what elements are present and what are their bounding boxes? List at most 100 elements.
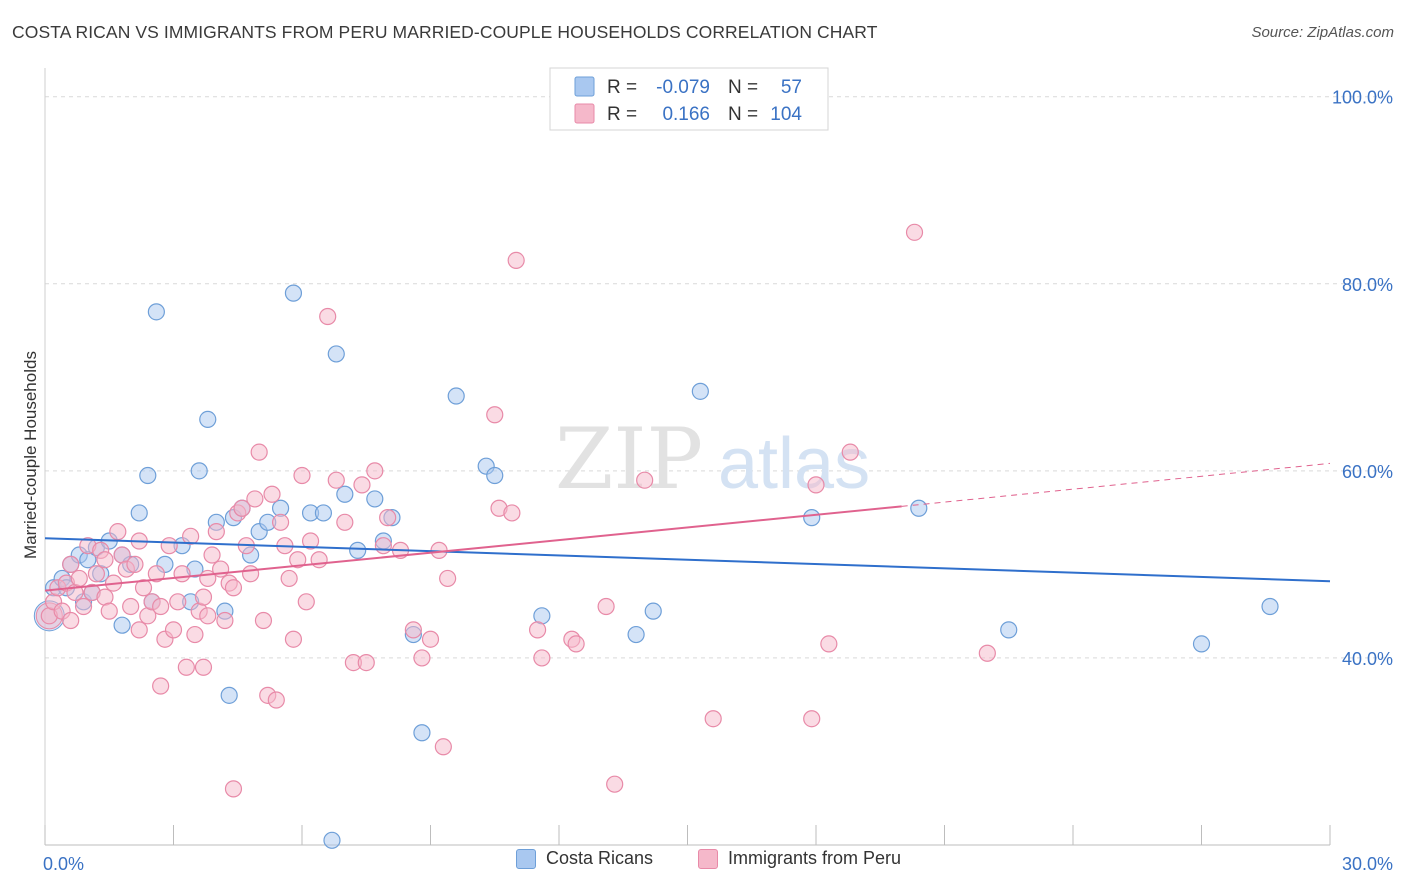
point-peru	[224, 579, 243, 597]
point-costa-ricans	[190, 462, 208, 480]
point-costa-ricans	[220, 686, 238, 704]
point-costa-ricans	[1192, 635, 1211, 653]
point-peru	[194, 658, 213, 676]
point-peru	[289, 551, 307, 569]
point-peru	[194, 588, 213, 606]
point-peru	[160, 537, 178, 555]
point-peru	[404, 621, 422, 639]
point-peru	[130, 621, 148, 639]
point-peru	[379, 509, 397, 527]
point-costa-ricans	[447, 387, 465, 405]
point-costa-ricans	[139, 466, 157, 485]
point-costa-ricans	[691, 382, 709, 400]
point-costa-ricans	[336, 485, 354, 503]
point-peru	[507, 251, 525, 269]
point-peru	[284, 630, 303, 648]
point-costa-ricans	[323, 831, 341, 849]
y-tick-label: 100.0%	[1332, 88, 1393, 108]
point-peru	[297, 593, 315, 611]
point-peru	[820, 635, 838, 653]
point-peru	[207, 523, 225, 541]
point-peru	[246, 490, 264, 508]
legend-swatch-blue	[574, 76, 595, 97]
point-peru	[186, 625, 204, 644]
point-peru	[310, 551, 328, 569]
point-peru	[62, 611, 80, 630]
point-costa-ricans	[147, 303, 165, 321]
legend-swatch-peru	[698, 848, 718, 869]
y-tick-label: 60.0%	[1342, 462, 1393, 482]
point-peru	[177, 658, 195, 676]
point-peru	[357, 654, 375, 672]
point-peru	[704, 710, 722, 728]
axes	[44, 68, 1331, 846]
point-peru	[126, 555, 144, 573]
point-peru	[301, 532, 320, 550]
point-peru	[271, 513, 290, 531]
legend-n-label-1: N =	[728, 77, 758, 98]
watermark: ZIP atlas	[555, 410, 870, 508]
stats-legend: R = -0.079 N = 57 R = 0.166 N = 104	[549, 67, 829, 131]
source-label: Source: ZipAtlas.com	[1251, 24, 1394, 41]
point-peru	[164, 621, 183, 639]
point-costa-ricans	[910, 499, 928, 517]
point-peru	[100, 602, 118, 620]
point-peru	[366, 462, 384, 480]
point-peru	[503, 504, 521, 522]
point-peru	[169, 593, 187, 611]
point-peru	[109, 523, 127, 541]
point-peru	[122, 597, 140, 616]
watermark-atlas: atlas	[718, 424, 870, 504]
legend-n-label-2: N =	[728, 104, 758, 125]
legend-label-peru: Immigrants from Peru	[728, 848, 902, 868]
legend-n-value-1: 57	[781, 77, 802, 98]
trend-line-peru-extension	[901, 462, 1331, 507]
chart-title: COSTA RICAN VS IMMIGRANTS FROM PERU MARR…	[12, 22, 878, 42]
point-peru	[250, 443, 268, 461]
point-peru	[199, 607, 217, 625]
point-costa-ricans	[627, 625, 645, 644]
point-peru	[636, 471, 654, 489]
point-costa-ricans	[349, 541, 367, 559]
bottom-legend: Costa Ricans Immigrants from Peru	[0, 848, 1406, 878]
point-peru	[597, 597, 615, 616]
point-peru	[216, 611, 234, 630]
legend-item-peru: Immigrants from Peru	[698, 848, 901, 869]
y-tick-label: 80.0%	[1342, 275, 1393, 295]
legend-r-label-2: R =	[607, 104, 637, 125]
point-peru	[841, 443, 859, 461]
point-peru	[233, 499, 251, 517]
point-peru	[533, 649, 551, 667]
legend-swatch-costa-ricans	[516, 848, 536, 869]
point-costa-ricans	[130, 504, 148, 522]
point-costa-ricans	[803, 509, 821, 527]
point-peru	[439, 569, 457, 588]
legend-n-value-2: 104	[770, 104, 802, 125]
point-costa-ricans	[413, 724, 431, 742]
legend-item-costa-ricans: Costa Ricans	[516, 848, 653, 869]
tick-labels: 40.0% 60.0% 80.0% 100.0% 0.0% 30.0%	[43, 88, 1393, 874]
point-peru	[242, 565, 260, 583]
point-peru	[978, 644, 996, 662]
point-peru	[374, 537, 392, 555]
point-peru	[280, 569, 298, 588]
point-peru	[353, 476, 371, 494]
point-peru	[567, 635, 585, 653]
point-costa-ricans	[327, 345, 345, 363]
point-peru	[254, 611, 273, 630]
point-peru	[62, 555, 80, 573]
trend-lines	[44, 462, 1331, 592]
point-costa-ricans	[199, 410, 217, 429]
point-peru	[147, 565, 165, 583]
legend-label-costa-ricans: Costa Ricans	[546, 848, 654, 868]
y-tick-label: 40.0%	[1342, 649, 1393, 669]
point-peru	[803, 710, 821, 728]
point-peru	[421, 630, 440, 648]
point-peru	[528, 621, 547, 639]
point-peru	[263, 485, 281, 503]
point-peru	[70, 569, 88, 588]
data-points	[33, 223, 1279, 849]
x-tick-label: 30.0%	[1342, 854, 1393, 874]
point-peru	[327, 471, 345, 489]
point-peru	[413, 649, 431, 667]
